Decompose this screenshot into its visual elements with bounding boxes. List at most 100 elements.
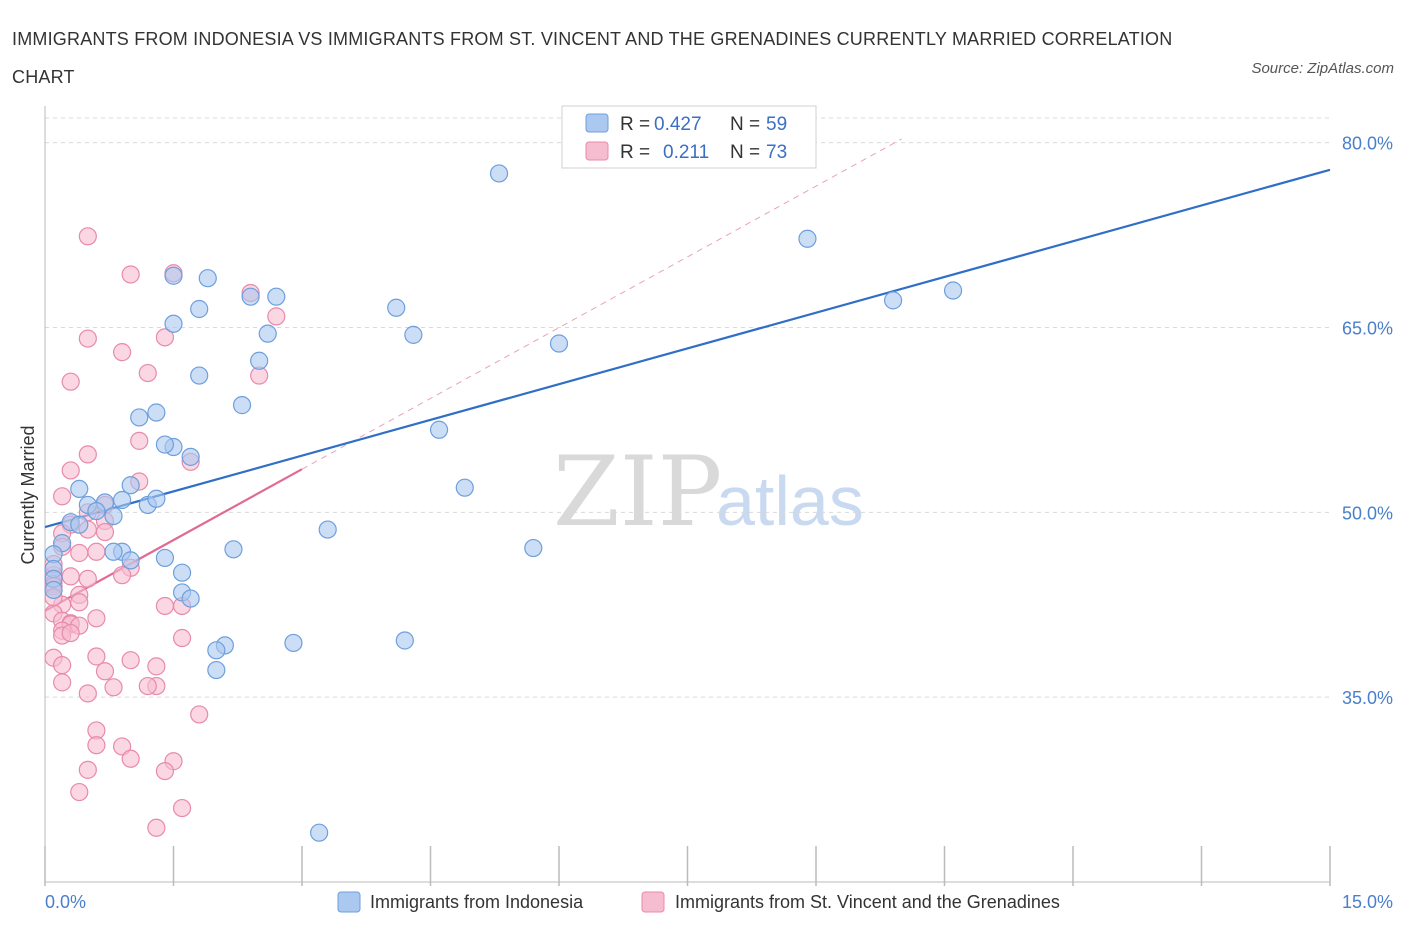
point-stvincent-48: [121, 651, 140, 670]
legend-n-label-1: N =: [730, 114, 760, 135]
point-stvincent-38: [87, 609, 106, 628]
point-indonesia-45: [172, 563, 192, 582]
point-indonesia-6: [943, 281, 963, 300]
point-stvincent-4: [267, 307, 286, 326]
point-indonesia-30: [147, 489, 166, 508]
legend-swatch-pink: [585, 141, 609, 161]
point-stvincent-8: [138, 363, 157, 383]
point-stvincent-56: [78, 684, 97, 703]
point-indonesia-35: [318, 520, 337, 539]
point-indonesia-8: [190, 299, 209, 319]
chart-title: IMMIGRANTS FROM INDONESIA VS IMMIGRANTS …: [12, 29, 1173, 87]
point-indonesia-47: [44, 580, 63, 600]
point-stvincent-11: [130, 431, 149, 450]
point-indonesia-54: [207, 660, 226, 680]
point-indonesia-38: [524, 538, 543, 558]
legend-n-label-2: N =: [730, 142, 760, 163]
point-indonesia-53: [207, 641, 226, 660]
point-indonesia-31: [87, 501, 106, 521]
point-stvincent-61: [121, 749, 140, 768]
point-stvincent-14: [61, 461, 80, 480]
x-tick-labels: 0.0% 15.0%: [45, 892, 1393, 912]
point-stvincent-67: [147, 818, 166, 837]
point-indonesia-9: [387, 298, 406, 317]
axes: [44, 106, 1331, 886]
trend-line-indonesia: [44, 168, 1331, 529]
point-stvincent-23: [95, 522, 115, 542]
y-tick-label-1: 65.0%: [1342, 318, 1393, 338]
point-stvincent-34: [155, 596, 175, 616]
point-stvincent-57: [190, 705, 209, 724]
legend-swatch-blue: [585, 113, 609, 133]
legend: R = 0.427 N = 59 R = 0.211 N = 73: [561, 105, 817, 169]
point-indonesia-12: [258, 324, 277, 343]
point-stvincent-63: [78, 760, 97, 779]
point-stvincent-6: [155, 328, 175, 347]
point-stvincent-64: [155, 761, 175, 781]
point-indonesia-39: [224, 540, 243, 559]
point-indonesia-0: [489, 164, 509, 183]
point-stvincent-46: [87, 647, 106, 666]
point-stvincent-25: [70, 543, 89, 563]
point-stvincent-0: [78, 227, 97, 246]
point-indonesia-51: [395, 631, 414, 650]
point-indonesia-18: [130, 408, 149, 427]
point-stvincent-65: [70, 782, 89, 802]
legend-n-value-2: 73: [766, 142, 787, 163]
point-stvincent-51: [95, 662, 115, 681]
bottom-legend-swatch-blue: [337, 891, 361, 913]
point-indonesia-34: [70, 515, 89, 534]
point-indonesia-7: [883, 291, 903, 310]
point-stvincent-71: [61, 623, 80, 643]
point-stvincent-52: [53, 673, 72, 692]
trend-line-stvincent-dashed: [301, 138, 902, 470]
point-stvincent-24: [87, 542, 106, 561]
point-stvincent-66: [172, 798, 192, 818]
point-stvincent-55: [138, 676, 157, 696]
point-indonesia-42: [121, 551, 140, 570]
bottom-legend-label-stvincent: Immigrants from St. Vincent and the Gren…: [675, 892, 1060, 912]
point-indonesia-11: [404, 325, 423, 344]
point-stvincent-30: [78, 569, 97, 588]
y-tick-labels: 80.0% 65.0% 50.0% 35.0%: [1342, 134, 1393, 709]
x-tick-label-1: 15.0%: [1342, 892, 1393, 912]
bottom-legend-label-indonesia: Immigrants from Indonesia: [370, 892, 584, 912]
legend-n-value-1: 59: [766, 114, 787, 135]
watermark-atlas: atlas: [716, 462, 864, 540]
point-indonesia-10: [164, 314, 183, 333]
point-indonesia-43: [155, 548, 175, 568]
point-indonesia-13: [549, 334, 569, 353]
point-indonesia-49: [181, 589, 200, 608]
point-indonesia-21: [155, 435, 175, 454]
point-indonesia-23: [455, 478, 474, 497]
point-indonesia-24: [70, 479, 89, 499]
point-indonesia-5: [267, 287, 286, 306]
legend-r-value-2: 0.211: [663, 142, 709, 163]
watermark-zip: ZIP: [553, 436, 722, 548]
watermark: ZIP atlas: [553, 436, 864, 548]
legend-r-label-1: R =: [620, 114, 650, 135]
point-indonesia-15: [190, 366, 209, 385]
x-tick-label-0: 0.0%: [45, 892, 86, 912]
point-stvincent-27: [112, 566, 132, 585]
point-stvincent-16: [53, 487, 72, 506]
point-indonesia-14: [250, 351, 269, 370]
bottom-legend-swatch-pink: [641, 891, 665, 913]
point-indonesia-2: [164, 266, 183, 285]
point-stvincent-5: [78, 329, 97, 348]
point-stvincent-59: [87, 736, 106, 755]
point-indonesia-32: [104, 506, 123, 526]
point-indonesia-17: [147, 403, 166, 422]
y-axis-label: Currently Married: [18, 425, 38, 564]
point-indonesia-1: [798, 229, 817, 248]
source-label: Source: ZipAtlas.com: [1251, 60, 1394, 77]
y-tick-label-0: 80.0%: [1342, 134, 1393, 154]
point-stvincent-72: [70, 593, 89, 612]
point-stvincent-45: [172, 628, 192, 648]
point-stvincent-50: [147, 657, 166, 676]
point-stvincent-49: [53, 656, 72, 675]
point-indonesia-3: [198, 269, 217, 288]
y-tick-label-2: 50.0%: [1342, 503, 1393, 523]
y-tick-label-3: 35.0%: [1342, 688, 1393, 708]
